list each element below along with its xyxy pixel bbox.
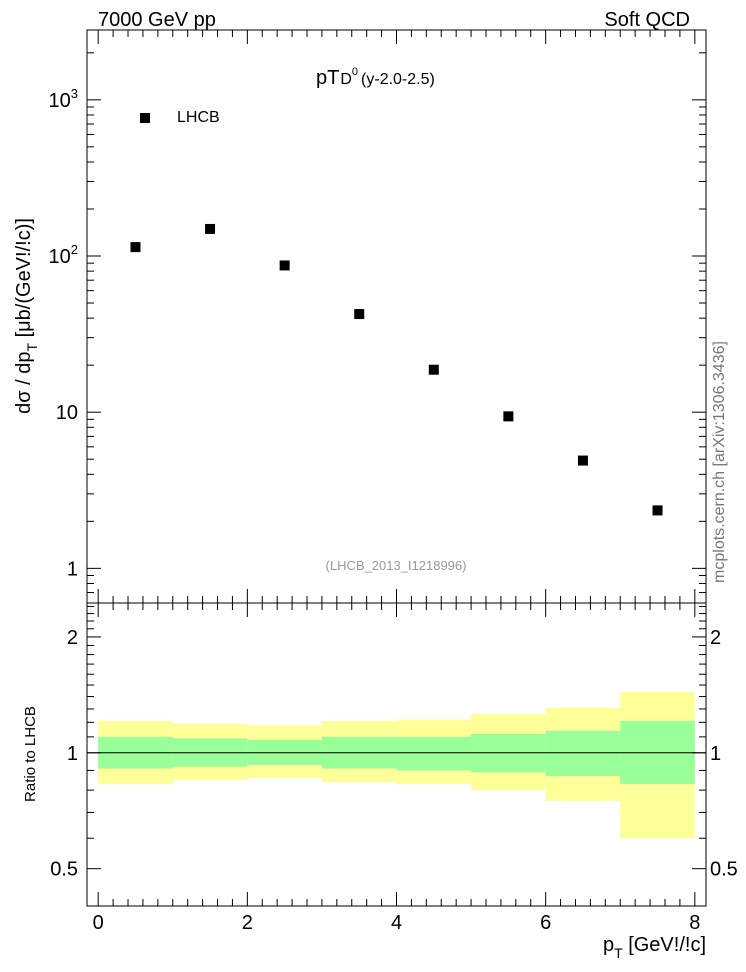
data-point [130, 242, 141, 253]
main-y-tick-label: 103 [49, 86, 78, 112]
x-label-rest: [GeV!/!c] [623, 934, 706, 956]
data-point [577, 455, 588, 466]
data-point [279, 260, 290, 271]
ratio-panel: 2 2 1 1 0.5 0.5 0 2 4 6 8 Ratio to LHCB pT [GeV!/… [22, 602, 738, 961]
main-y-tick-label: 10 [56, 402, 78, 424]
legend-label: LHCB [177, 109, 220, 126]
data-point [652, 505, 663, 516]
title-range: (y-2.0-2.5) [361, 71, 435, 88]
x-tick-label: 4 [391, 912, 402, 934]
x-tick-label: 2 [242, 912, 253, 934]
uncertainty-band-inner [545, 730, 621, 777]
title-particle: D [340, 71, 352, 88]
title-particle-sup: 0 [352, 66, 358, 78]
analysis-watermark: (LHCB_2013_I1218996) [326, 558, 467, 573]
uncertainty-band-inner [396, 736, 472, 771]
energy-label: 7000 GeV pp [98, 9, 216, 31]
main-y-axis-label: dσ / dpT [μb/(GeV!/!c)] [13, 218, 40, 414]
ratio-y-tick-labels: 2 2 1 1 0.5 0.5 [50, 627, 738, 881]
x-label-sub: T [614, 945, 623, 961]
x-tick-label: 8 [689, 912, 700, 934]
data-point [428, 364, 439, 375]
ratio-y-tick-label-right: 1 [710, 743, 721, 765]
legend-marker [140, 113, 150, 123]
y-label-part1: dσ / dp [13, 352, 35, 414]
ratio-y-tick-label-left: 2 [67, 627, 78, 649]
ratio-y-tick-label-right: 2 [710, 627, 721, 649]
data-point [503, 411, 514, 422]
ratio-bands [98, 691, 695, 839]
y-label-sub: T [24, 343, 40, 352]
ratio-ticks [87, 603, 706, 907]
data-point [354, 309, 365, 320]
ratio-y-axis-label: Ratio to LHCB [22, 706, 39, 802]
main-ticks [87, 30, 706, 604]
main-y-tick-label: 1 [67, 558, 78, 580]
ratio-y-tick-label-right: 0.5 [710, 859, 738, 881]
data-points [130, 223, 663, 516]
ratio-y-tick-label-left: 0.5 [50, 859, 78, 881]
x-label-base: p [603, 934, 614, 956]
data-point [205, 223, 216, 234]
x-axis-label: pT [GeV!/!c] [603, 934, 706, 961]
plot-title: pTD0 (y-2.0-2.5) [316, 66, 435, 89]
x-tick-label: 0 [93, 912, 104, 934]
side-label: mcplots.cern.ch [arXiv:1306.3436] [711, 341, 728, 583]
x-tick-label: 6 [540, 912, 551, 934]
y-label-part2: [μb/(GeV!/!c)] [13, 218, 35, 343]
x-tick-labels: 0 2 4 6 8 [93, 912, 701, 934]
main-y-tick-label: 102 [49, 242, 78, 268]
title-base: pT [316, 67, 339, 89]
process-label: Soft QCD [604, 9, 690, 31]
ratio-y-tick-label-left: 1 [67, 743, 78, 765]
